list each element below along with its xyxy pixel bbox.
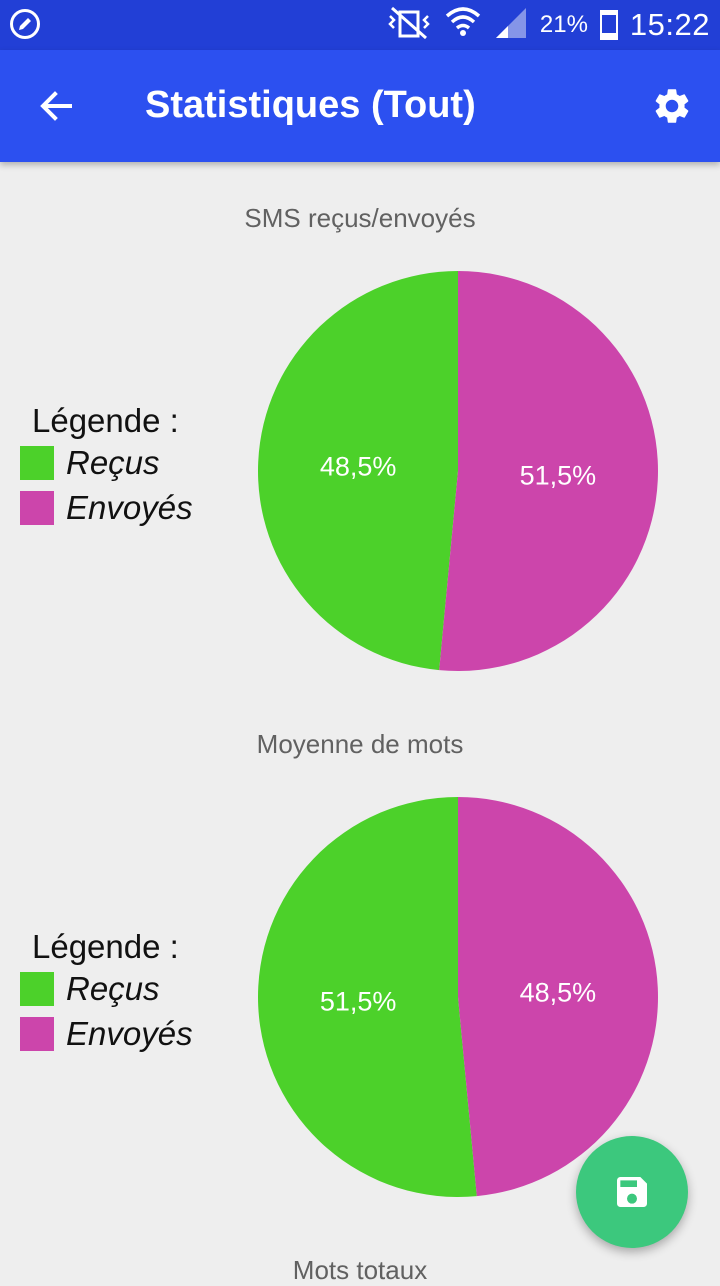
legend-item-received: Reçus <box>20 966 193 1011</box>
wifi-icon <box>444 5 482 46</box>
battery-icon <box>599 10 618 40</box>
legend-label-received: Reçus <box>66 969 160 1007</box>
pie-slice-received <box>258 271 458 671</box>
vibrate-mute-icon <box>386 6 432 45</box>
save-button[interactable] <box>576 1136 688 1248</box>
legend-item-sent: Envoyés <box>20 1011 193 1056</box>
legend: Légende : Reçus Envoyés <box>20 928 193 1056</box>
legend-swatch-sent <box>20 490 54 525</box>
pie-slice-label: 48,5% <box>320 451 397 481</box>
chart-title-sms: SMS reçus/envoyés <box>244 203 476 233</box>
back-button[interactable] <box>28 78 84 134</box>
pie-slice-received <box>257 797 477 1197</box>
legend-swatch-sent <box>20 1016 54 1051</box>
gear-icon <box>655 89 689 123</box>
save-icon <box>617 1177 647 1207</box>
battery-percent: 21% <box>539 11 588 38</box>
chart-title-words-average: Moyenne de mots <box>256 729 464 759</box>
clock: 15:22 <box>629 7 710 42</box>
legend-label-sent: Envoyés <box>66 488 193 526</box>
signal-icon <box>494 6 528 45</box>
app-bar: Statistiques (Tout) <box>0 50 720 162</box>
legend-swatch-received <box>20 445 54 480</box>
edit-circle-icon <box>10 9 40 39</box>
legend-item-sent: Envoyés <box>20 485 193 530</box>
legend-label-sent: Envoyés <box>66 1014 193 1052</box>
status-bar: 21% 15:22 <box>0 0 720 50</box>
pie-chart-words-average: 51,5% 48,5% <box>257 797 658 1197</box>
legend-title: Légende : <box>32 402 179 439</box>
pie-slice-sent <box>439 271 658 671</box>
chart-title-words-total: Mots totaux <box>292 1255 428 1285</box>
settings-button[interactable] <box>644 78 700 134</box>
pie-slice-label: 48,5% <box>520 977 597 1007</box>
pie-slice-sent <box>458 797 658 1197</box>
legend-item-received: Reçus <box>20 440 193 485</box>
arrow-back-icon <box>40 91 72 121</box>
page-title: Statistiques (Tout) <box>145 84 476 126</box>
pie-slice-label: 51,5% <box>520 461 597 491</box>
legend-title: Légende : <box>32 928 179 965</box>
pie-slice-label: 51,5% <box>320 987 397 1017</box>
legend-swatch-received <box>20 971 54 1006</box>
legend-label-received: Reçus <box>66 443 160 481</box>
pie-chart-sms: 48,5% 51,5% <box>258 271 658 671</box>
legend: Légende : Reçus Envoyés <box>20 402 193 530</box>
